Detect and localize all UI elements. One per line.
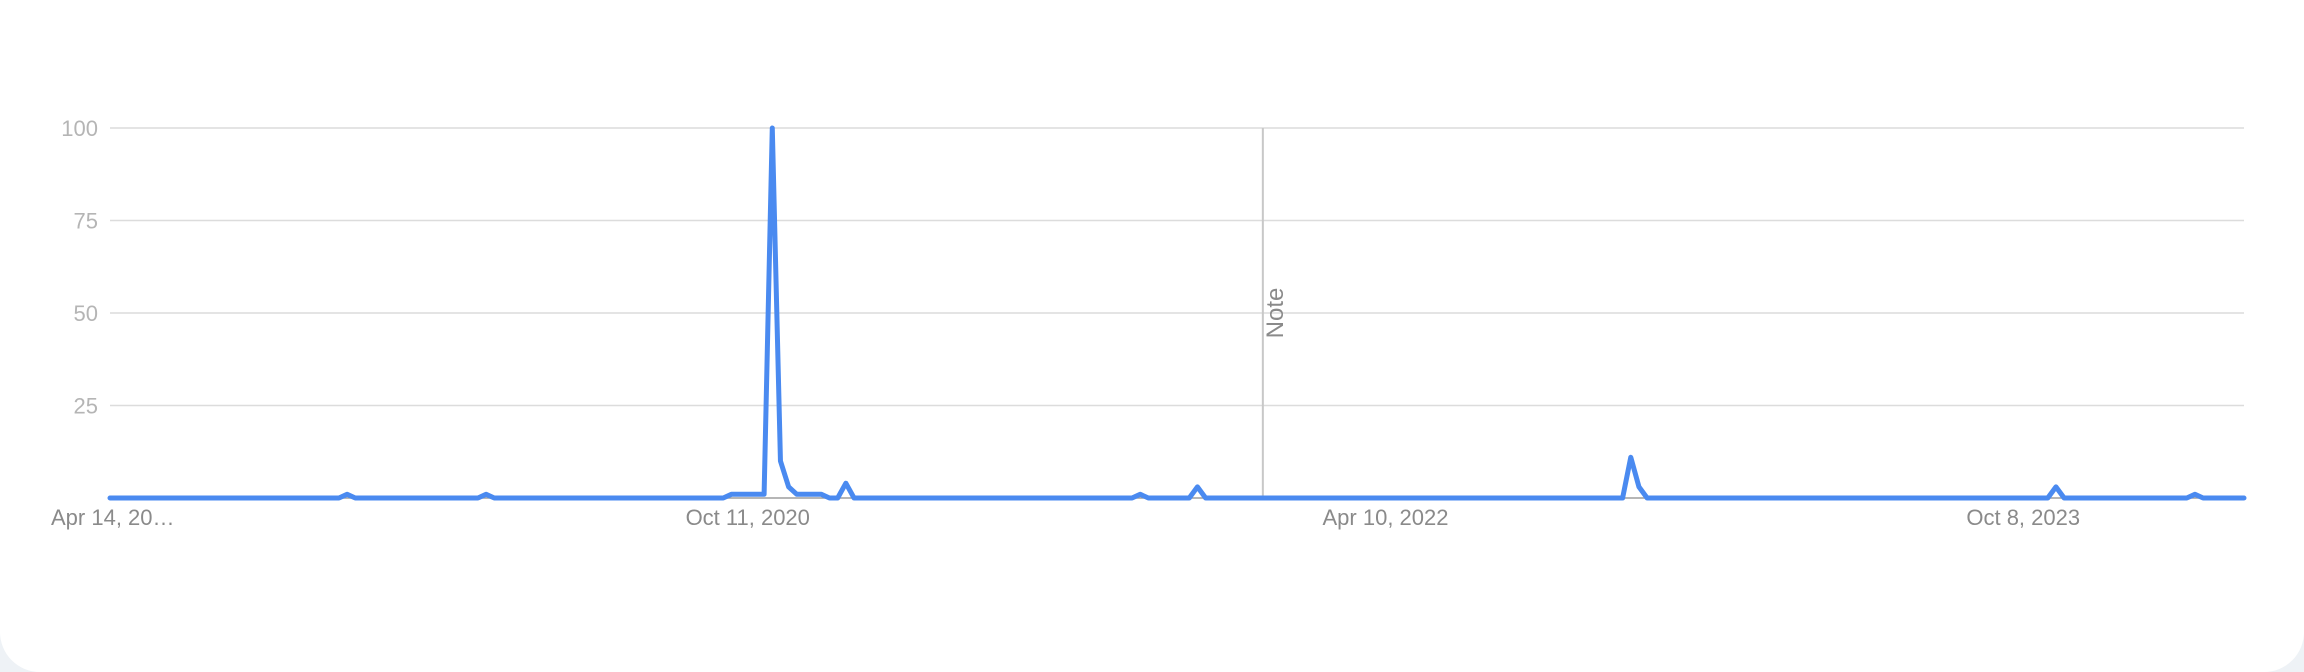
y-tick-label-50: 50 — [74, 301, 98, 326]
x-tick-label-2: Apr 10, 2022 — [1323, 505, 1449, 530]
series-line — [107, 125, 2247, 501]
x-tick-label-3: Oct 8, 2023 — [1966, 505, 2080, 530]
y-tick-label-25: 25 — [74, 394, 98, 419]
note-label: Note — [1262, 288, 1289, 339]
x-tick-label-0: Apr 14, 20… — [51, 505, 175, 530]
y-tick-label-100: 100 — [61, 116, 98, 141]
x-tick-label-1: Oct 11, 2020 — [686, 505, 810, 530]
y-tick-label-75: 75 — [74, 209, 98, 234]
